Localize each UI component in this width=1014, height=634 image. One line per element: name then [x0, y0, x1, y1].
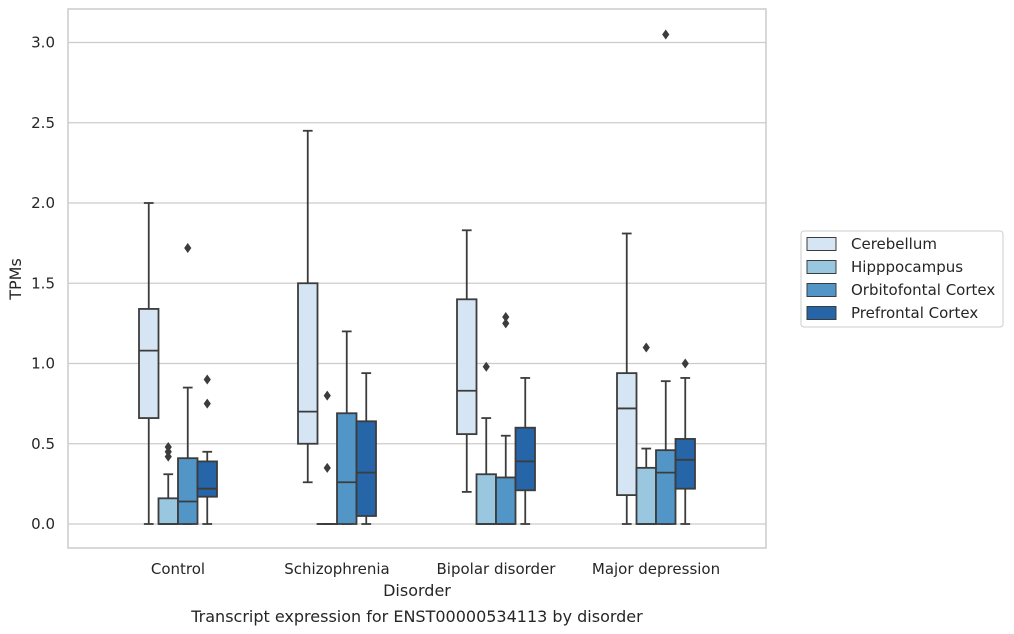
outlier-point — [323, 462, 331, 473]
box-body — [616, 372, 638, 497]
legend-label: Prefrontal Cortex — [851, 304, 978, 322]
box-plot — [674, 358, 696, 525]
x-tick-labels: Control Schizophrenia Bipolar disorder Majo… — [151, 560, 720, 578]
legend-label: Orbitofontal Cortex — [851, 281, 995, 299]
box-body — [336, 412, 358, 525]
box-body — [177, 457, 199, 525]
outlier-point — [184, 242, 192, 253]
legend: Cerebellum Hipppocampus Orbitofontal Corte… — [800, 230, 1004, 328]
chart-caption: Transcript expression for ENST0000053411… — [190, 607, 643, 626]
box-series — [138, 29, 696, 525]
box-plot — [616, 232, 638, 525]
box-plot — [138, 202, 160, 525]
legend-swatch — [806, 283, 837, 297]
legend-swatch — [806, 237, 837, 251]
box-body — [297, 282, 319, 445]
outlier-point — [203, 398, 211, 409]
x-tick-label: Schizophrenia — [284, 560, 389, 578]
outlier-point — [502, 311, 510, 322]
box-plot — [196, 374, 218, 525]
x-tick-label: Control — [151, 560, 205, 578]
outlier-point — [662, 29, 670, 40]
box-plot — [475, 361, 497, 525]
box-body — [635, 466, 657, 525]
outlier-point — [502, 318, 510, 329]
x-axis-title: Disorder — [383, 581, 451, 600]
y-tick-label: 1.0 — [31, 355, 55, 373]
box-plot — [635, 342, 657, 525]
box-body — [196, 460, 218, 498]
legend-swatch — [806, 306, 837, 320]
box-body — [674, 438, 696, 490]
legend-label: Hipppocampus — [851, 258, 963, 276]
outlier-point — [323, 390, 331, 401]
box-body — [138, 308, 160, 419]
outlier-point — [642, 342, 650, 353]
legend-entries: Cerebellum Hipppocampus Orbitofontal Corte… — [806, 235, 995, 322]
box-plot — [495, 311, 517, 525]
box-body — [655, 449, 677, 525]
box-plot — [297, 129, 319, 484]
box-plot — [456, 229, 478, 493]
y-axis-title: TPMs — [6, 258, 25, 301]
box-plot — [514, 377, 536, 525]
x-tick-label: Bipolar disorder — [437, 560, 557, 578]
box-plot — [336, 330, 358, 525]
box-body — [355, 420, 377, 517]
y-tick-label: 2.5 — [31, 114, 55, 132]
y-tick-label: 0.0 — [31, 515, 55, 533]
outlier-point — [482, 361, 490, 372]
box-body — [475, 473, 497, 525]
outlier-point — [203, 374, 211, 385]
box-plot — [316, 390, 338, 525]
outlier-point — [164, 441, 172, 452]
box-plot — [177, 242, 199, 525]
box-body — [495, 476, 517, 525]
x-tick-label: Major depression — [592, 560, 720, 578]
box-plot — [157, 441, 179, 525]
y-tick-labels: 0.0 0.5 1.0 1.5 2.0 2.5 3.0 — [31, 34, 55, 534]
y-tick-label: 3.0 — [31, 34, 55, 52]
box-plot — [655, 29, 677, 525]
y-tick-label: 0.5 — [31, 435, 55, 453]
plot-frame — [67, 8, 767, 549]
legend-label: Cerebellum — [851, 235, 937, 253]
outlier-point — [681, 358, 689, 369]
box-body — [157, 497, 179, 525]
y-tick-label: 1.5 — [31, 274, 55, 292]
y-tick-label: 2.0 — [31, 194, 55, 212]
legend-swatch — [806, 260, 837, 274]
box-plot — [355, 372, 377, 525]
box-body — [514, 426, 536, 492]
box-body — [456, 298, 478, 436]
legend-frame — [800, 230, 1004, 328]
